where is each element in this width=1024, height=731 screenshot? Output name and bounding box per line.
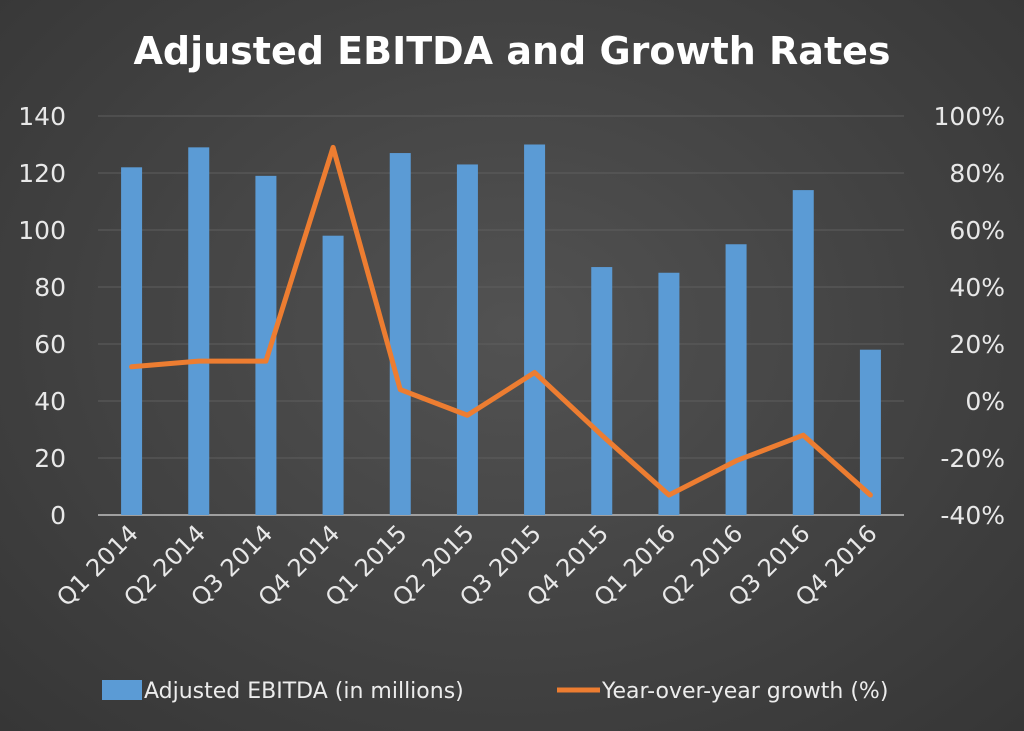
legend-swatch-bar	[102, 680, 142, 700]
right-tick-label: 80%	[949, 159, 1005, 188]
growth-line	[129, 144, 873, 498]
legend: Adjusted EBITDA (in millions) Year-over-…	[102, 679, 888, 704]
bar	[859, 349, 881, 515]
legend-label-line: Year-over-year growth (%)	[601, 679, 888, 704]
bar	[389, 153, 411, 516]
right-tick-label: 0%	[965, 387, 1005, 416]
bar	[322, 235, 344, 515]
right-tick-label: -20%	[940, 444, 1005, 473]
right-tick-label: 100%	[934, 102, 1005, 131]
right-tick-label: -40%	[940, 501, 1005, 530]
left-tick-label: 40	[34, 387, 66, 416]
legend-label-bar: Adjusted EBITDA (in millions)	[144, 679, 464, 704]
left-tick-label: 120	[18, 159, 66, 188]
bar	[121, 167, 143, 516]
left-tick-label: 60	[34, 330, 66, 359]
bar	[792, 190, 814, 515]
bar	[456, 164, 478, 515]
bar	[658, 272, 680, 515]
right-tick-label: 20%	[949, 330, 1005, 359]
right-tick-label: 40%	[949, 273, 1005, 302]
chart-title: Adjusted EBITDA and Growth Rates	[133, 29, 890, 73]
right-tick-label: 60%	[949, 216, 1005, 245]
bar	[725, 244, 747, 515]
left-tick-label: 20	[34, 444, 66, 473]
bar	[255, 175, 277, 515]
bar	[188, 147, 210, 515]
bar	[591, 267, 613, 515]
left-tick-label: 80	[34, 273, 66, 302]
left-tick-label: 140	[18, 102, 66, 131]
left-tick-label: 100	[18, 216, 66, 245]
bar	[524, 144, 546, 515]
left-tick-label: 0	[50, 501, 66, 530]
